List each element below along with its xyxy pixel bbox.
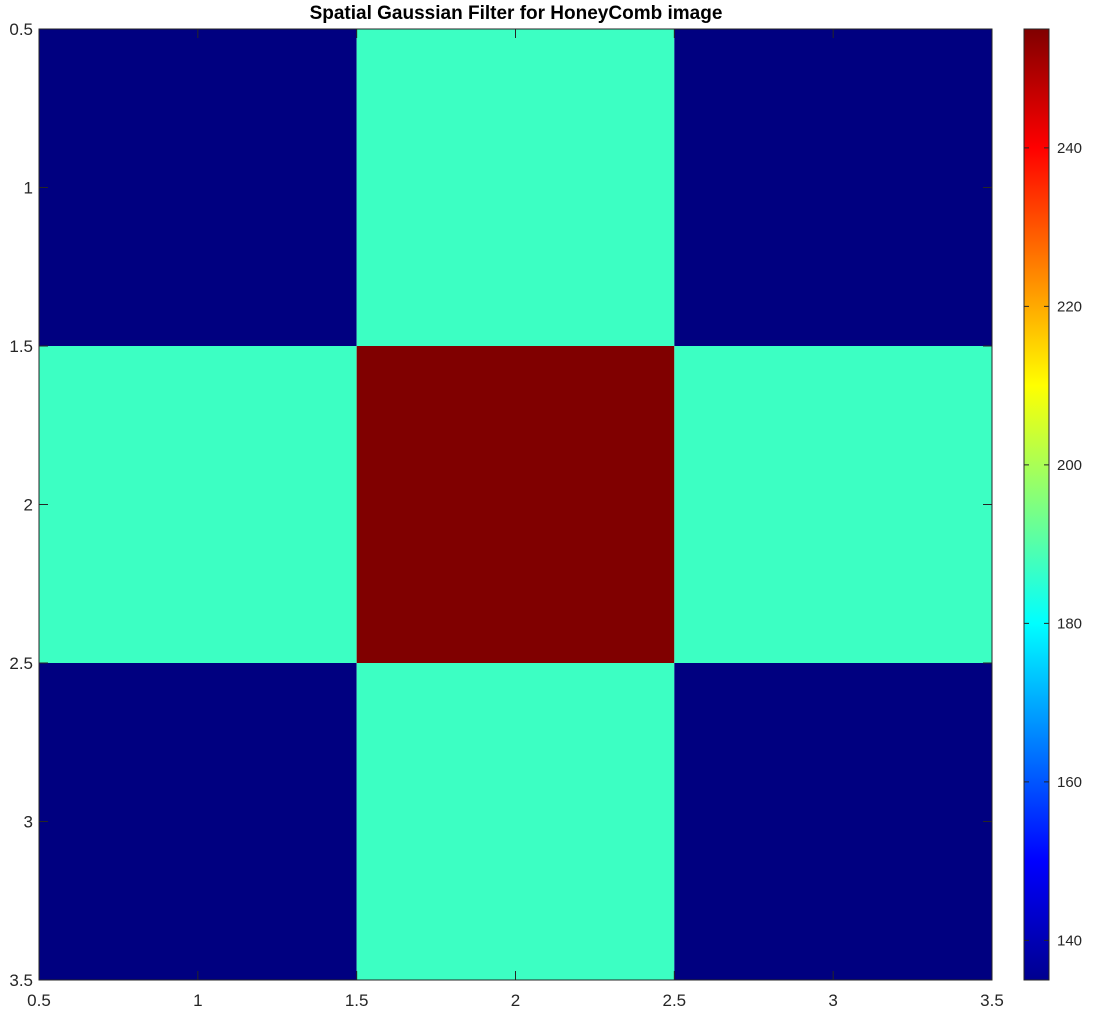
x-tick-label: 3.5	[980, 991, 1004, 1010]
colorbar-tick-label: 240	[1057, 140, 1082, 157]
x-tick-label: 0.5	[27, 991, 51, 1010]
heatmap-cell-r1-c3	[674, 29, 992, 346]
y-tick-label: 2.5	[9, 654, 33, 673]
colorbar: 140 160 180 200 220 240	[1023, 28, 1082, 981]
colorbar-tick-label: 200	[1057, 457, 1082, 474]
heatmap-cells	[39, 29, 992, 980]
heatmap-cell-r1-c2	[356, 29, 675, 346]
y-tick-label: 1.5	[9, 337, 33, 356]
x-tick-label: 1	[193, 991, 202, 1010]
x-tick-label: 2.5	[663, 991, 687, 1010]
y-tick-label: 2	[24, 496, 33, 515]
y-tick-label: 1	[24, 179, 33, 198]
plot-axes: 0.5 1 1.5 2 2.5 3 3.50.511.522.533.5	[9, 20, 1003, 1010]
chart-title: Spatial Gaussian Filter for HoneyComb im…	[310, 3, 723, 24]
x-tick-label: 1.5	[345, 991, 369, 1010]
heatmap-cell-r3-c1	[39, 663, 357, 980]
x-tick-label: 2	[511, 991, 520, 1010]
colorbar-tick-label: 160	[1057, 774, 1082, 791]
heatmap-cell-r1-c1	[39, 29, 357, 346]
heatmap-cell-r2-c2	[356, 346, 675, 663]
y-tick-label: 3.5	[9, 971, 33, 990]
heatmap-cell-r3-c3	[674, 663, 992, 980]
heatmap-cell-r2-c1	[39, 346, 357, 663]
colorbar-gradient	[1023, 28, 1050, 981]
colorbar-tick-label: 180	[1057, 615, 1082, 632]
x-tick-label: 3	[828, 991, 837, 1010]
colorbar-tick-label: 220	[1057, 298, 1082, 315]
colorbar-tick-label: 140	[1057, 932, 1082, 949]
heatmap-cell-r3-c2	[356, 663, 675, 980]
heatmap-cell-r2-c3	[674, 346, 992, 663]
y-tick-label: 0.5	[9, 20, 33, 39]
y-tick-label: 3	[24, 813, 33, 832]
